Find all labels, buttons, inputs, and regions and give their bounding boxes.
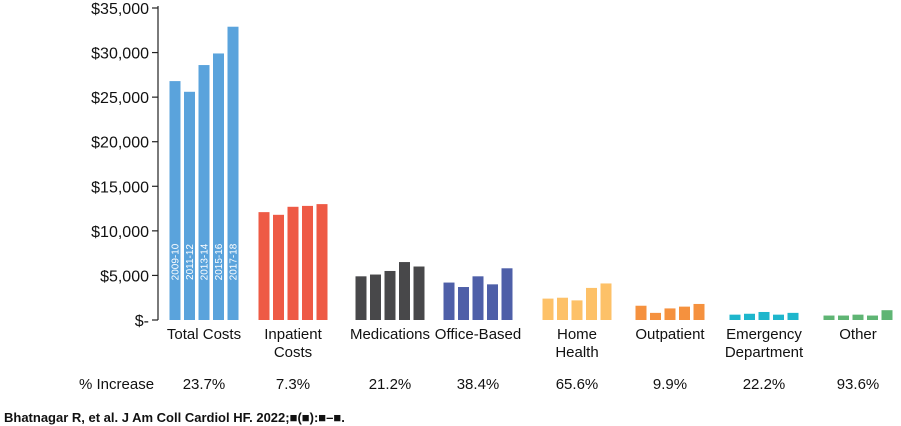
bar bbox=[773, 314, 784, 320]
bar bbox=[600, 283, 612, 320]
y-tick-label: $20,000 bbox=[91, 135, 149, 152]
bar bbox=[443, 282, 455, 320]
bar-group bbox=[258, 204, 328, 320]
bar bbox=[852, 314, 864, 320]
period-label: 2011-12 bbox=[185, 244, 196, 280]
percent-increase-row: % Increase 23.7% 7.3% 21.2% 38.4% 65.6% 9.9% 2… bbox=[79, 376, 879, 393]
bar bbox=[557, 297, 568, 320]
bar-group: 2009-10 2011-12 2013-14 2015-16 2017-18 bbox=[169, 26, 240, 321]
bar bbox=[823, 315, 835, 320]
bar bbox=[370, 274, 381, 320]
bar-group bbox=[635, 303, 705, 320]
y-tick-label: $25,000 bbox=[91, 90, 149, 107]
percent-increase-value: 22.2% bbox=[743, 376, 786, 393]
bar bbox=[744, 313, 755, 320]
bar bbox=[169, 81, 181, 321]
percent-increase-value: 65.6% bbox=[556, 376, 599, 393]
bar bbox=[198, 65, 210, 321]
bar-group bbox=[443, 268, 513, 320]
percent-increase-value: 7.3% bbox=[276, 376, 310, 393]
y-tick-label: $10,000 bbox=[91, 224, 149, 241]
bar bbox=[458, 287, 469, 320]
bar-group bbox=[355, 262, 425, 320]
y-tick-label: $- bbox=[135, 313, 149, 330]
bar bbox=[413, 266, 425, 320]
bar bbox=[679, 306, 690, 320]
percent-increase-row-label: % Increase bbox=[79, 376, 154, 393]
bar bbox=[758, 311, 770, 320]
bar bbox=[650, 312, 661, 320]
period-label: 2015-16 bbox=[214, 243, 225, 280]
y-axis: $- $5,000 $10,000 $15,000 $20,000 $25,000 $30,… bbox=[91, 1, 159, 330]
bar bbox=[399, 262, 410, 320]
bar-group bbox=[823, 310, 893, 320]
category-label: Costs bbox=[274, 344, 312, 361]
bar bbox=[316, 204, 328, 320]
category-label: Office-Based bbox=[435, 326, 521, 343]
bars: 2009-10 2011-12 2013-14 2015-16 2017-18 bbox=[169, 26, 893, 321]
period-label: 2017-18 bbox=[229, 243, 240, 280]
bar bbox=[571, 300, 583, 320]
bar bbox=[227, 26, 239, 320]
bar bbox=[881, 310, 893, 320]
period-label: 2013-14 bbox=[200, 243, 211, 280]
bar bbox=[664, 308, 676, 320]
percent-increase-value: 23.7% bbox=[183, 376, 226, 393]
y-tick-label: $30,000 bbox=[91, 46, 149, 63]
bar bbox=[501, 268, 513, 320]
bar bbox=[384, 270, 396, 320]
bar bbox=[586, 287, 597, 320]
period-label: 2009-10 bbox=[171, 243, 182, 280]
percent-increase-value: 9.9% bbox=[653, 376, 687, 393]
bar bbox=[838, 315, 849, 320]
bar bbox=[729, 314, 741, 320]
y-tick-label: $35,000 bbox=[91, 1, 149, 18]
bar bbox=[287, 206, 299, 320]
bar bbox=[355, 276, 367, 320]
bar-group bbox=[729, 311, 799, 320]
category-label: Health bbox=[555, 344, 598, 361]
category-label: Other bbox=[839, 326, 877, 343]
percent-increase-value: 21.2% bbox=[369, 376, 412, 393]
bar bbox=[184, 91, 195, 321]
bar bbox=[273, 214, 284, 320]
bar bbox=[302, 205, 313, 320]
y-tick-label: $15,000 bbox=[91, 179, 149, 196]
bar bbox=[542, 298, 554, 320]
category-label: Inpatient bbox=[264, 326, 322, 343]
bar bbox=[258, 212, 270, 320]
y-tick-label: $5,000 bbox=[100, 268, 149, 285]
citation: Bhatnagar R, et al. J Am Coll Cardiol HF… bbox=[4, 410, 345, 425]
category-label: Emergency bbox=[726, 326, 802, 343]
percent-increase-value: 93.6% bbox=[837, 376, 880, 393]
bar bbox=[787, 312, 799, 320]
bar bbox=[487, 284, 498, 320]
bar bbox=[867, 315, 878, 320]
category-label: Total Costs bbox=[167, 326, 241, 343]
bar bbox=[213, 53, 224, 320]
bar-group bbox=[542, 283, 612, 320]
percent-increase-value: 38.4% bbox=[457, 376, 500, 393]
bar bbox=[635, 305, 647, 320]
category-label: Department bbox=[725, 344, 804, 361]
bar bbox=[472, 276, 484, 320]
category-label: Medications bbox=[350, 326, 430, 343]
category-label: Outpatient bbox=[635, 326, 705, 343]
category-label: Home bbox=[557, 326, 597, 343]
bar bbox=[693, 303, 705, 320]
